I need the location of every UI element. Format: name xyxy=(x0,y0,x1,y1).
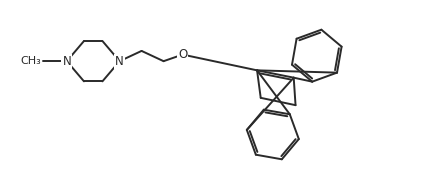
Text: N: N xyxy=(115,55,124,68)
Text: CH₃: CH₃ xyxy=(20,56,41,66)
Text: O: O xyxy=(178,48,187,61)
Text: N: N xyxy=(62,55,71,68)
